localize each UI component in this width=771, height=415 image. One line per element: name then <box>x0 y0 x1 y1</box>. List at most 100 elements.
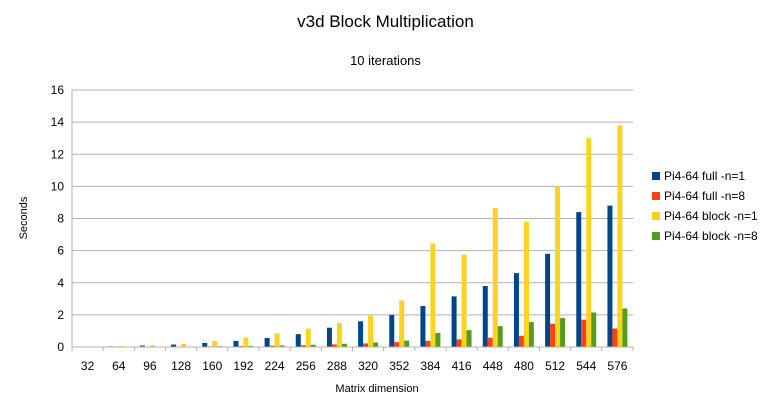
bar <box>300 345 306 347</box>
bar <box>456 339 462 347</box>
bar <box>513 273 519 347</box>
bar <box>331 344 337 347</box>
bar <box>295 334 301 347</box>
y-tick-label: 8 <box>57 212 64 226</box>
bar <box>389 314 395 347</box>
bar <box>399 300 405 347</box>
legend-label: Pi4-64 block -n=1 <box>664 209 758 223</box>
y-tick-label: 2 <box>57 308 64 322</box>
bar <box>368 315 374 347</box>
bar <box>358 321 364 347</box>
legend-swatch <box>652 172 660 180</box>
bar <box>269 345 275 347</box>
x-tick-label: 448 <box>483 359 503 373</box>
bar <box>212 340 218 347</box>
bar <box>363 343 369 347</box>
y-tick-label: 16 <box>51 83 65 97</box>
x-tick-label: 416 <box>452 359 472 373</box>
bar <box>181 343 187 347</box>
bar <box>492 208 498 347</box>
x-tick-label: 64 <box>112 359 126 373</box>
bar <box>555 186 561 347</box>
bar <box>487 337 493 347</box>
bar <box>394 342 400 347</box>
x-tick-label: 384 <box>420 359 440 373</box>
bar <box>149 345 155 347</box>
bar <box>243 337 249 347</box>
legend-label: Pi4-64 full -n=8 <box>664 189 745 203</box>
x-tick-label: 544 <box>576 359 596 373</box>
y-tick-label: 0 <box>57 340 64 354</box>
bar <box>451 296 457 347</box>
legend-swatch <box>652 232 660 240</box>
bar <box>233 340 239 347</box>
bar <box>528 322 534 347</box>
x-tick-label: 160 <box>202 359 222 373</box>
bar <box>139 345 145 347</box>
y-tick-label: 12 <box>51 147 65 161</box>
bar <box>518 335 524 347</box>
chart-title: v3d Block Multiplication <box>297 12 474 31</box>
x-tick-label: 352 <box>389 359 409 373</box>
y-tick-label: 10 <box>51 179 65 193</box>
x-tick-label: 256 <box>296 359 316 373</box>
bar <box>581 319 587 347</box>
legend-label: Pi4-64 full -n=1 <box>664 169 745 183</box>
y-tick-label: 6 <box>57 244 64 258</box>
x-tick-label: 32 <box>81 359 95 373</box>
bar <box>336 322 342 347</box>
bar <box>607 205 613 347</box>
axes <box>71 90 634 351</box>
y-axis-title: Seconds <box>18 196 30 239</box>
bar <box>420 306 426 347</box>
bar <box>550 323 556 347</box>
x-tick-label: 128 <box>171 359 191 373</box>
bar <box>622 308 628 347</box>
bar <box>545 253 551 347</box>
x-tick-label: 320 <box>358 359 378 373</box>
x-tick-label: 576 <box>607 359 627 373</box>
bar <box>404 340 410 347</box>
bar <box>523 221 529 347</box>
bar <box>497 326 503 347</box>
bar <box>202 342 208 347</box>
legend: Pi4-64 full -n=1 Pi4-64 full -n=8 Pi4-64 b… <box>652 169 758 243</box>
bar <box>586 138 592 347</box>
bar <box>617 125 623 348</box>
bar <box>560 318 566 347</box>
legend-swatch <box>652 192 660 200</box>
x-tick-label: 96 <box>143 359 157 373</box>
y-tick-labels: 0 2 4 6 8 10 12 14 16 <box>51 83 65 354</box>
y-tick-label: 14 <box>51 115 65 129</box>
bar <box>482 285 488 347</box>
bar <box>171 344 177 347</box>
bar <box>430 243 436 347</box>
chart-subtitle: 10 iterations <box>350 53 421 68</box>
bar <box>461 254 467 347</box>
x-tick-label: 480 <box>514 359 534 373</box>
bar <box>341 343 347 347</box>
bar <box>576 212 582 347</box>
x-tick-label: 224 <box>265 359 285 373</box>
bar <box>248 345 254 347</box>
bar <box>326 327 332 347</box>
bar <box>435 332 441 347</box>
bar <box>310 344 316 347</box>
legend-swatch <box>652 212 660 220</box>
x-tick-label: 288 <box>327 359 347 373</box>
bar <box>279 345 285 347</box>
x-tick-label: 512 <box>545 359 565 373</box>
bar <box>274 333 280 347</box>
y-tick-label: 4 <box>57 276 64 290</box>
x-axis-title: Matrix dimension <box>335 383 418 395</box>
bar <box>373 342 379 347</box>
x-tick-labels: 32 64 96 128 160 192 224 256 288 320 352 384 416 448 4… <box>81 359 628 373</box>
bar <box>466 330 472 347</box>
bar <box>612 328 618 347</box>
bar <box>305 328 311 347</box>
bars <box>77 125 628 348</box>
bar <box>591 312 597 347</box>
x-tick-label: 192 <box>233 359 253 373</box>
bar <box>425 340 431 347</box>
